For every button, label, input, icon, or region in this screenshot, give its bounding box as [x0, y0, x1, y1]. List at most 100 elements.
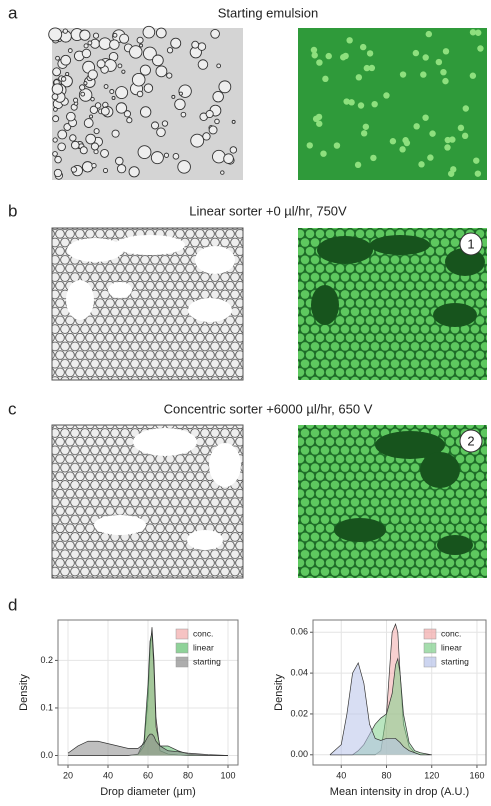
droplet — [150, 151, 164, 165]
droplet — [81, 48, 92, 59]
droplet — [69, 134, 77, 142]
y-tick-label: 0.1 — [40, 702, 53, 712]
droplet — [83, 43, 89, 49]
droplet — [55, 55, 60, 61]
droplet — [170, 37, 182, 49]
y-tick-label: 0.06 — [290, 627, 308, 637]
x-tick-label: 60 — [143, 770, 153, 780]
x-tick-label: 40 — [103, 770, 113, 780]
legend-swatch — [175, 656, 189, 668]
droplet — [60, 76, 67, 82]
area-fill — [68, 734, 228, 756]
droplet — [440, 68, 447, 76]
droplet — [128, 166, 140, 178]
droplet — [67, 48, 73, 53]
droplet — [90, 96, 95, 102]
badge — [459, 429, 483, 453]
droplet — [216, 63, 222, 69]
droplet — [57, 129, 68, 140]
droplet — [399, 146, 406, 153]
droplet — [91, 163, 97, 169]
droplet — [325, 52, 332, 60]
panel-title: Concentric sorter +6000 µl/hr, 650 V — [164, 401, 373, 416]
droplet — [80, 91, 86, 97]
droplet — [461, 132, 469, 140]
x-tick-label: 100 — [220, 770, 235, 780]
droplet — [469, 29, 477, 36]
droplet — [450, 166, 457, 173]
badge-text: 2 — [467, 433, 474, 448]
droplet — [103, 84, 109, 89]
droplet — [79, 84, 86, 91]
droplet — [115, 156, 124, 166]
legend-label: conc. — [441, 628, 461, 638]
droplet — [178, 91, 183, 96]
image-border — [51, 227, 244, 381]
droplet — [51, 83, 64, 95]
area-fill — [68, 631, 228, 756]
legend-label: starting — [441, 656, 469, 666]
x-tick-label: 20 — [63, 770, 73, 780]
x-tick-label: 80 — [381, 770, 391, 780]
droplet — [370, 154, 377, 162]
droplet — [166, 72, 173, 79]
panel-label: a — [8, 3, 18, 22]
droplet — [197, 59, 209, 70]
droplet — [174, 98, 186, 111]
droplet — [70, 166, 78, 173]
droplet — [139, 64, 151, 76]
droplet — [435, 58, 443, 66]
area-fill — [329, 658, 432, 755]
droplet — [156, 127, 166, 138]
droplet — [152, 54, 164, 67]
droplet — [348, 99, 355, 106]
droplet — [137, 145, 152, 160]
droplet — [100, 148, 109, 158]
x-axis-label: Drop diameter (µm) — [100, 786, 196, 798]
droplet — [362, 123, 370, 130]
fluorescence-image — [298, 28, 487, 180]
droplet — [53, 168, 63, 178]
density-line — [329, 657, 432, 756]
droplet — [73, 97, 79, 103]
y-tick-label: 0.0 — [40, 750, 53, 760]
droplets — [48, 25, 484, 180]
y-axis-label: Density — [273, 674, 285, 711]
x-tick-label: 160 — [469, 770, 484, 780]
droplet — [100, 106, 110, 116]
density-line — [329, 661, 432, 756]
plot-frame — [312, 619, 487, 766]
droplet — [223, 153, 234, 164]
droplet — [354, 161, 362, 169]
droplet — [51, 93, 59, 101]
panel-label: d — [8, 595, 17, 614]
droplet — [89, 105, 99, 114]
droplet — [129, 45, 143, 59]
droplet — [469, 72, 477, 79]
droplet — [474, 170, 482, 177]
droplet — [87, 69, 98, 80]
x-tick-label: 80 — [183, 770, 193, 780]
legend-swatch — [423, 642, 437, 654]
droplet — [310, 46, 318, 54]
droplet — [123, 110, 132, 118]
droplet — [316, 59, 323, 66]
droplet — [89, 114, 94, 119]
plot-frame — [57, 619, 239, 766]
droplet — [117, 63, 123, 69]
droplet — [389, 138, 397, 145]
droplet — [52, 151, 58, 157]
droplet — [136, 90, 144, 98]
droplet — [102, 167, 109, 174]
droplet — [320, 150, 327, 157]
badge — [459, 232, 483, 256]
droplet — [202, 132, 211, 141]
droplet — [151, 121, 160, 130]
charts: 20 40 60 80 100 0.0 0.1 0.2 conc. linear starting D… — [18, 619, 487, 798]
legend-swatch — [423, 628, 437, 640]
droplet — [477, 45, 484, 52]
droplet — [359, 43, 367, 51]
droplet — [96, 59, 106, 69]
droplet — [346, 37, 353, 44]
